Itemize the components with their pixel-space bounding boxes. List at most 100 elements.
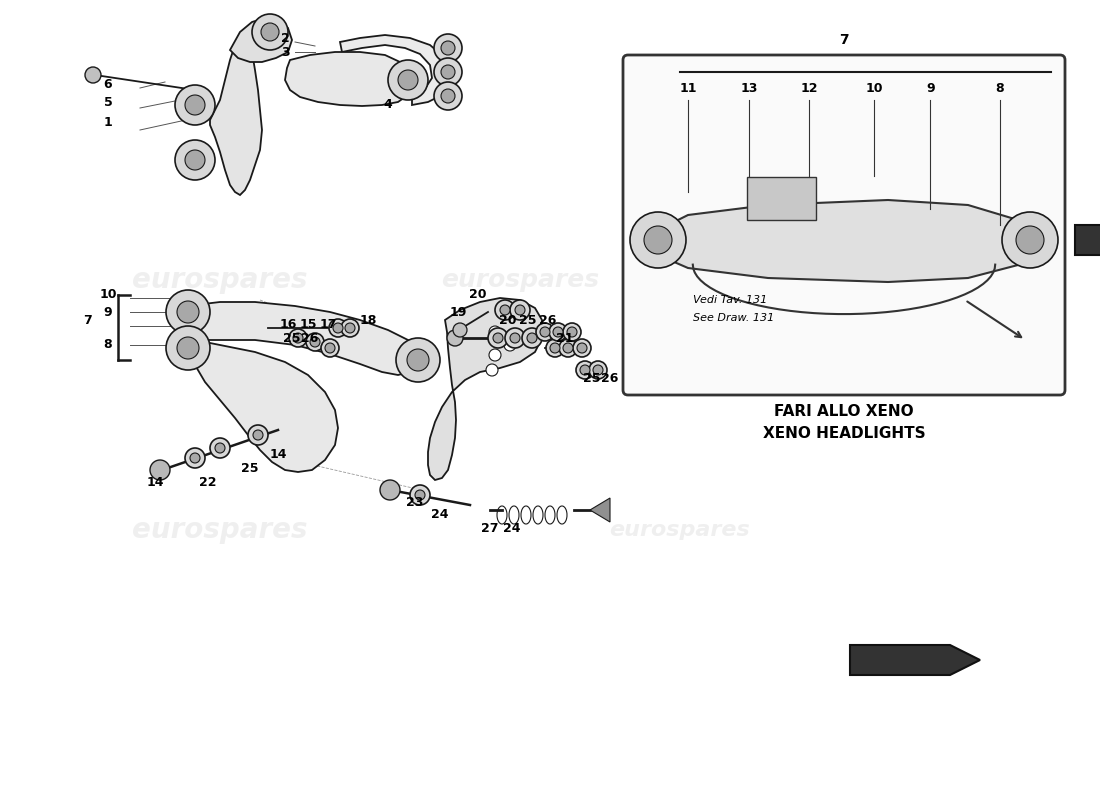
Polygon shape bbox=[850, 645, 980, 675]
Circle shape bbox=[441, 41, 455, 55]
Circle shape bbox=[488, 328, 508, 348]
Text: FARI ALLO XENO: FARI ALLO XENO bbox=[774, 405, 914, 419]
Circle shape bbox=[396, 338, 440, 382]
FancyBboxPatch shape bbox=[747, 177, 816, 220]
Text: 2: 2 bbox=[280, 31, 289, 45]
Circle shape bbox=[559, 339, 578, 357]
Circle shape bbox=[500, 305, 510, 315]
Circle shape bbox=[510, 333, 520, 343]
Circle shape bbox=[185, 448, 205, 468]
Circle shape bbox=[644, 226, 672, 254]
Circle shape bbox=[593, 365, 603, 375]
Text: See Draw. 131: See Draw. 131 bbox=[693, 313, 774, 323]
Circle shape bbox=[580, 365, 590, 375]
Polygon shape bbox=[428, 298, 542, 480]
Circle shape bbox=[214, 443, 225, 453]
Text: 26: 26 bbox=[602, 371, 618, 385]
Text: XENO HEADLIGHTS: XENO HEADLIGHTS bbox=[762, 426, 925, 442]
Text: 26: 26 bbox=[539, 314, 557, 326]
FancyBboxPatch shape bbox=[623, 55, 1065, 395]
Circle shape bbox=[210, 438, 230, 458]
Circle shape bbox=[329, 319, 346, 337]
Text: 3: 3 bbox=[280, 46, 289, 58]
Text: 6: 6 bbox=[103, 78, 112, 90]
Text: 25: 25 bbox=[519, 314, 537, 326]
Circle shape bbox=[415, 490, 425, 500]
Circle shape bbox=[578, 343, 587, 353]
Circle shape bbox=[434, 58, 462, 86]
Circle shape bbox=[434, 34, 462, 62]
Circle shape bbox=[434, 82, 462, 110]
Circle shape bbox=[333, 323, 343, 333]
Circle shape bbox=[630, 212, 686, 268]
Circle shape bbox=[504, 339, 516, 351]
Text: eurospares: eurospares bbox=[441, 268, 600, 292]
Circle shape bbox=[522, 328, 542, 348]
Text: 7: 7 bbox=[84, 314, 92, 326]
Circle shape bbox=[576, 361, 594, 379]
Text: eurospares: eurospares bbox=[132, 266, 308, 294]
Polygon shape bbox=[188, 340, 338, 472]
Circle shape bbox=[486, 364, 498, 376]
Circle shape bbox=[166, 290, 210, 334]
Text: 19: 19 bbox=[449, 306, 466, 318]
Circle shape bbox=[324, 343, 336, 353]
Polygon shape bbox=[285, 52, 412, 106]
Circle shape bbox=[261, 23, 279, 41]
Circle shape bbox=[441, 89, 455, 103]
Text: eurospares: eurospares bbox=[132, 516, 308, 544]
Circle shape bbox=[407, 349, 429, 371]
Polygon shape bbox=[186, 302, 420, 375]
Circle shape bbox=[453, 323, 468, 337]
Circle shape bbox=[410, 485, 430, 505]
Circle shape bbox=[540, 327, 550, 337]
Text: Vedi Tav. 131: Vedi Tav. 131 bbox=[693, 295, 768, 305]
Text: 14: 14 bbox=[146, 475, 164, 489]
Circle shape bbox=[527, 333, 537, 343]
Circle shape bbox=[150, 460, 170, 480]
Circle shape bbox=[345, 323, 355, 333]
Text: 18: 18 bbox=[360, 314, 376, 326]
Text: 7: 7 bbox=[839, 33, 849, 47]
Circle shape bbox=[495, 300, 515, 320]
Polygon shape bbox=[1075, 225, 1100, 255]
Circle shape bbox=[379, 480, 400, 500]
Text: 4: 4 bbox=[384, 98, 393, 111]
Circle shape bbox=[248, 425, 268, 445]
Circle shape bbox=[1002, 212, 1058, 268]
Circle shape bbox=[293, 333, 303, 343]
Text: 9: 9 bbox=[926, 82, 935, 94]
Circle shape bbox=[549, 323, 566, 341]
Circle shape bbox=[321, 339, 339, 357]
Polygon shape bbox=[646, 200, 1038, 282]
Text: eurospares: eurospares bbox=[609, 520, 750, 540]
Circle shape bbox=[341, 319, 359, 337]
Circle shape bbox=[175, 140, 214, 180]
Circle shape bbox=[177, 301, 199, 323]
Circle shape bbox=[490, 349, 500, 361]
Circle shape bbox=[306, 333, 324, 351]
Text: 15: 15 bbox=[299, 318, 317, 331]
Polygon shape bbox=[230, 18, 292, 62]
Text: 8: 8 bbox=[103, 338, 112, 351]
Text: 23: 23 bbox=[406, 495, 424, 509]
Circle shape bbox=[546, 339, 564, 357]
Circle shape bbox=[441, 65, 455, 79]
Text: 5: 5 bbox=[103, 95, 112, 109]
Circle shape bbox=[510, 300, 530, 320]
Polygon shape bbox=[340, 35, 450, 105]
Text: 10: 10 bbox=[866, 82, 883, 94]
Text: 13: 13 bbox=[740, 82, 758, 94]
Text: 1: 1 bbox=[103, 115, 112, 129]
Circle shape bbox=[493, 333, 503, 343]
Text: 11: 11 bbox=[680, 82, 697, 94]
Circle shape bbox=[563, 323, 581, 341]
Text: 17: 17 bbox=[319, 318, 337, 331]
Text: 27: 27 bbox=[482, 522, 498, 534]
Text: 26: 26 bbox=[301, 331, 319, 345]
Text: 25: 25 bbox=[284, 331, 300, 345]
Text: 10: 10 bbox=[99, 289, 117, 302]
Circle shape bbox=[175, 85, 214, 125]
Circle shape bbox=[185, 95, 205, 115]
Circle shape bbox=[553, 327, 563, 337]
